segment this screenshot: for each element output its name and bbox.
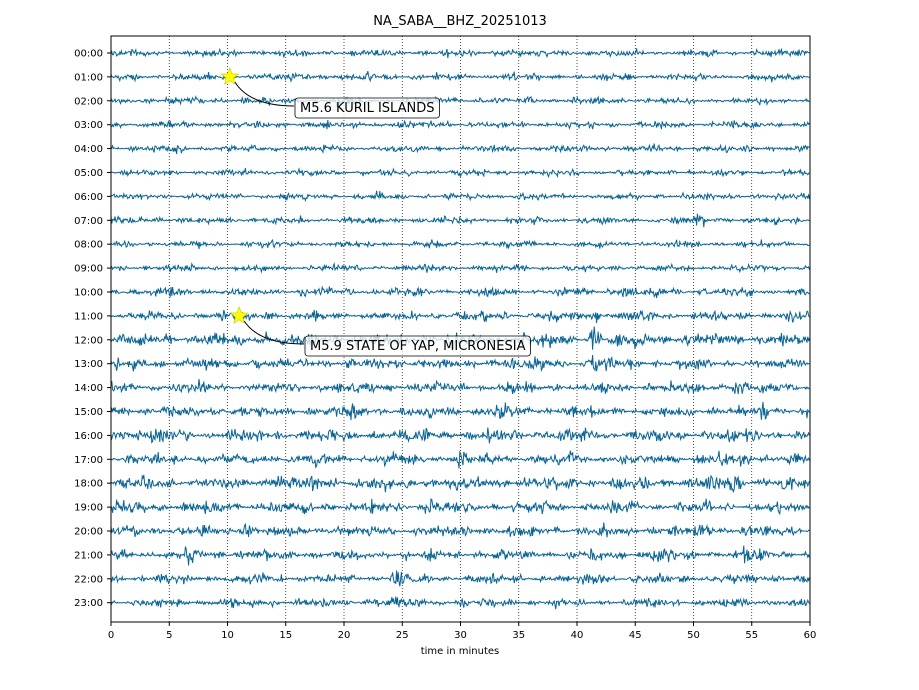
event-star-marker [229,306,249,324]
row-time-label: 04:00 [74,144,103,155]
seismic-trace-row [110,95,810,109]
seismic-trace-row [110,213,810,228]
row-time-label: 22:00 [74,574,103,585]
x-tick-label: 45 [629,630,642,641]
x-tick-label: 55 [745,630,758,641]
event-label: M5.9 STATE OF YAP, MICRONESIA [310,339,526,354]
row-time-label: 09:00 [74,264,103,275]
event-label: M5.6 KURIL ISLANDS [300,101,434,116]
seismic-trace-row [110,119,810,130]
seismic-trace-row [110,401,810,421]
seismic-trace-row [110,596,810,610]
x-axis-ticks: 0 5 10 15 20 25 30 35 40 45 50 55 60 [108,622,817,641]
row-time-label: 17:00 [74,455,103,466]
row-time-label: 14:00 [74,383,103,394]
x-tick-label: 25 [396,630,409,641]
row-time-label: 20:00 [74,527,103,538]
event-annotations: M5.6 KURIL ISLANDS M5.9 STATE OF YAP, MIC… [220,67,531,357]
x-tick-label: 50 [687,630,700,641]
event-arrow [243,320,305,345]
seismic-trace-row [110,354,810,373]
row-time-label: 02:00 [74,96,103,107]
row-time-label: 10:00 [74,288,103,299]
row-time-label: 18:00 [74,479,103,490]
row-time-label: 01:00 [74,72,103,83]
x-tick-label: 35 [512,630,525,641]
event-star-marker [220,67,240,85]
seismic-trace-row [110,427,810,444]
seismic-trace-row [110,378,810,395]
row-time-label: 15:00 [74,407,103,418]
row-time-label: 08:00 [74,240,103,251]
chart-title: NA_SABA__BHZ_20251013 [373,14,547,29]
seismic-trace-row [110,239,810,250]
row-time-label: 11:00 [74,311,103,322]
seismic-trace-row [110,167,810,179]
x-tick-label: 10 [221,630,234,641]
row-time-label: 03:00 [74,120,103,131]
x-tick-label: 5 [166,630,172,641]
row-time-labels: 00:00 01:00 02:00 03:00 04:00 05:00 06:00 07:00… [74,49,111,609]
event-arrow [234,81,295,107]
x-tick-label: 40 [571,630,584,641]
seismic-trace-row [110,261,810,274]
seismic-trace-row [110,498,810,516]
event-label-box [294,97,440,119]
seismic-trace-row [110,570,810,587]
seismic-trace-row [110,450,810,469]
x-tick-label: 60 [804,630,817,641]
x-tick-label: 30 [454,630,467,641]
x-tick-label: 20 [338,630,351,641]
seismic-trace-row [110,190,810,203]
row-time-label: 00:00 [74,49,103,60]
plot-frame [110,35,811,623]
seismic-trace-row [110,522,810,538]
row-time-label: 13:00 [74,359,103,370]
row-time-label: 12:00 [74,335,103,346]
x-axis-label: time in minutes [421,646,500,657]
row-time-label: 21:00 [74,550,103,561]
row-time-label: 19:00 [74,503,103,514]
row-time-label: 16:00 [74,431,103,442]
seismic-trace-row [110,309,810,324]
x-tick-label: 0 [108,630,114,641]
event-label-box [304,335,531,357]
row-time-label: 07:00 [74,216,103,227]
row-time-label: 23:00 [74,598,103,609]
row-time-label: 06:00 [74,192,103,203]
row-time-label: 05:00 [74,168,103,179]
seismic-trace-row [110,545,810,566]
x-tick-label: 15 [279,630,292,641]
seismic-trace-row [110,474,810,493]
seismic-trace-row [110,47,810,59]
seismic-trace-row [110,143,810,155]
seismic-trace-row [110,285,810,299]
